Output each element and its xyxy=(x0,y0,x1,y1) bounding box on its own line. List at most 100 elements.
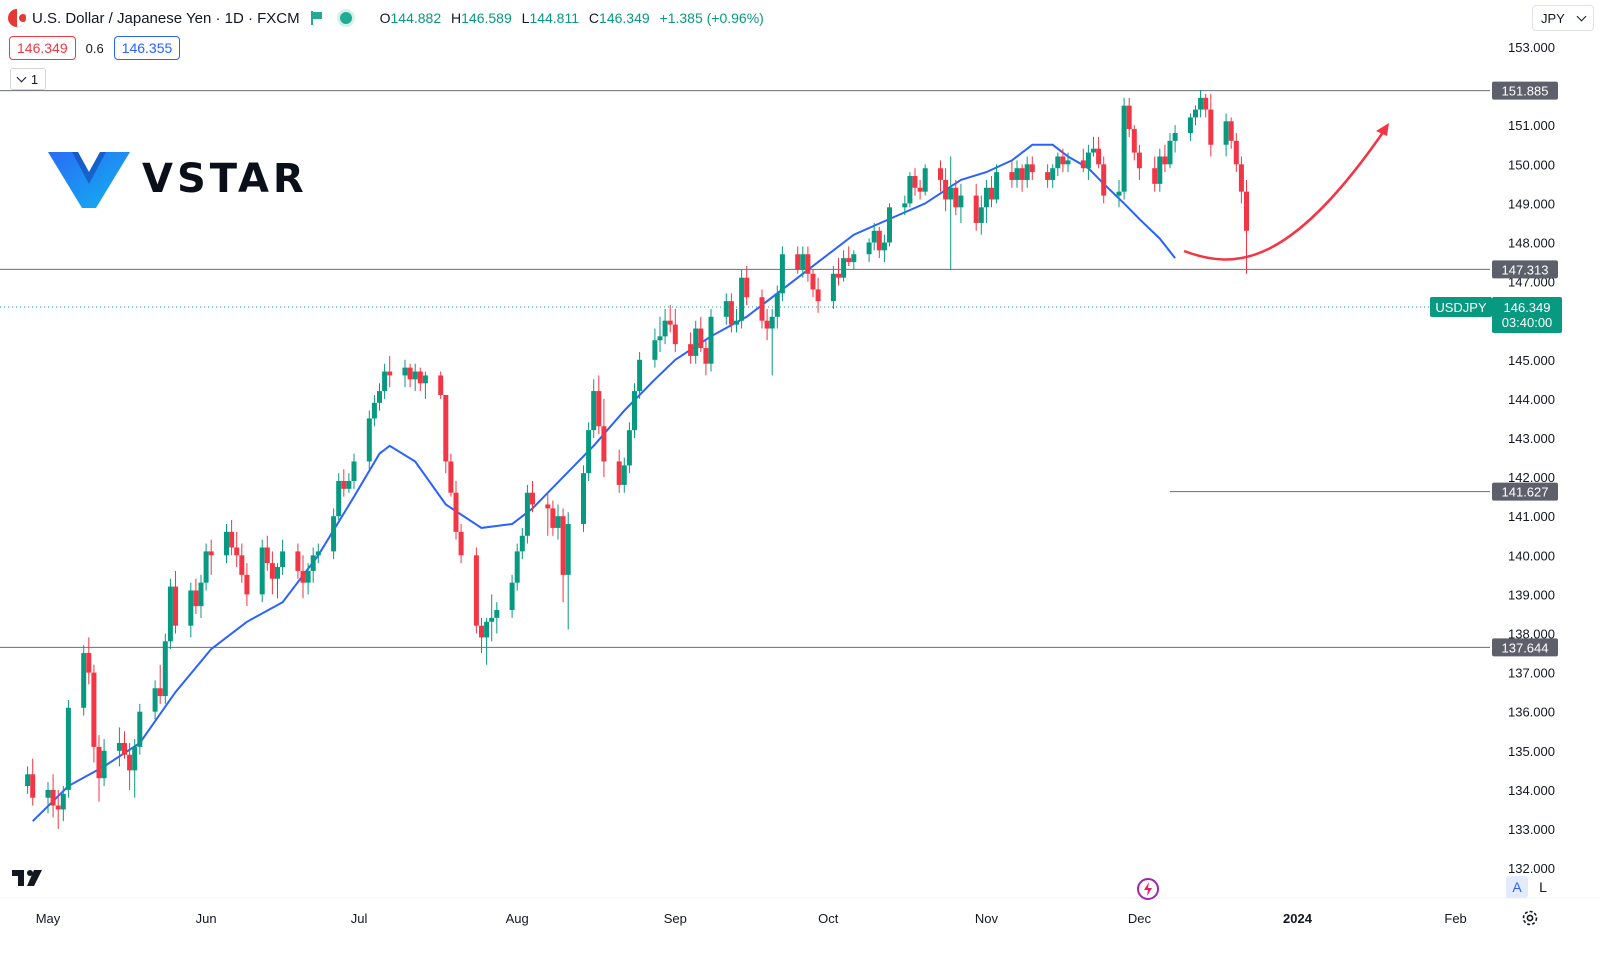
candle-body xyxy=(157,688,163,697)
candle xyxy=(922,164,928,196)
lightning-icon[interactable] xyxy=(1136,877,1160,901)
candle-body xyxy=(473,555,479,626)
currency-select[interactable]: JPY xyxy=(1532,5,1594,31)
candle xyxy=(1228,117,1234,149)
candle-body xyxy=(667,320,673,325)
candle-body xyxy=(774,293,780,317)
candle xyxy=(341,469,347,497)
candle-body xyxy=(769,316,775,329)
candle xyxy=(162,633,168,704)
candle xyxy=(581,465,586,532)
candle-body xyxy=(305,570,311,583)
y-tick-label: 150.000 xyxy=(1508,157,1555,172)
gear-icon[interactable] xyxy=(1521,909,1539,927)
candle xyxy=(881,234,887,263)
candle xyxy=(479,617,484,654)
candle-body xyxy=(1203,97,1209,110)
candle xyxy=(122,731,127,759)
candle xyxy=(1126,97,1132,137)
candle xyxy=(948,156,954,270)
candle xyxy=(876,226,882,259)
y-axis: 153.000152.000151.000150.000149.000148.0… xyxy=(1508,40,1555,876)
buy-button[interactable]: 146.355 xyxy=(113,36,181,60)
y-tick-label: 153.000 xyxy=(1508,40,1555,55)
candle-body xyxy=(239,555,245,575)
candle xyxy=(1244,179,1249,274)
candle xyxy=(1091,136,1096,157)
candle-body xyxy=(438,375,444,395)
y-tick-label: 132.000 xyxy=(1508,861,1555,876)
candle-body xyxy=(1060,156,1066,165)
candle xyxy=(836,258,841,286)
candle xyxy=(616,449,622,493)
candle xyxy=(346,473,352,493)
candle xyxy=(983,179,989,223)
candle-body xyxy=(739,277,745,321)
market-open-flag-icon xyxy=(310,11,322,25)
candle-body xyxy=(101,750,107,779)
candle xyxy=(407,363,413,388)
candle-body xyxy=(902,203,908,208)
candle-body xyxy=(315,551,321,556)
candle-body xyxy=(1065,160,1071,165)
candle-body xyxy=(810,273,816,290)
candle xyxy=(973,183,979,231)
candle xyxy=(866,238,872,263)
candle xyxy=(275,563,280,599)
candle-body xyxy=(152,688,158,712)
candle xyxy=(626,422,632,474)
candle xyxy=(1238,156,1244,204)
candle xyxy=(208,539,214,575)
candle xyxy=(652,328,658,368)
candle xyxy=(907,172,913,208)
interval-toggle[interactable]: 1 xyxy=(10,68,46,90)
candle-body xyxy=(530,492,535,505)
candle xyxy=(1080,148,1086,173)
symbol-title[interactable]: U.S. Dollar / Japanese Yen · 1D · FXCM xyxy=(32,9,300,27)
candle-body xyxy=(596,391,602,427)
candle xyxy=(1101,156,1107,204)
candle xyxy=(994,164,1000,204)
candle xyxy=(101,739,107,786)
candle-body xyxy=(841,258,847,278)
candle xyxy=(728,293,734,333)
candle-body xyxy=(116,742,122,751)
candle xyxy=(1116,179,1122,208)
tradingview-logo-icon[interactable] xyxy=(12,868,48,888)
candle-body xyxy=(958,195,964,208)
candle xyxy=(239,543,245,583)
log-scale-button[interactable]: L xyxy=(1539,879,1547,895)
candle xyxy=(264,535,270,571)
candle-body xyxy=(887,207,892,243)
candle xyxy=(473,547,479,634)
candle xyxy=(739,269,745,329)
candle xyxy=(1162,144,1168,173)
candle-body xyxy=(1101,164,1107,196)
candle-body xyxy=(453,492,459,532)
candle-body xyxy=(351,461,357,482)
candle-body xyxy=(1244,191,1249,231)
candle xyxy=(1045,164,1051,188)
candle xyxy=(336,473,342,521)
candle-body xyxy=(193,590,199,607)
auto-scale-button[interactable]: A xyxy=(1506,876,1528,898)
sell-button[interactable]: 146.349 xyxy=(9,36,76,60)
candle xyxy=(494,602,500,634)
spread-value: 0.6 xyxy=(85,40,104,56)
candle-body xyxy=(402,367,408,376)
candle-body xyxy=(922,168,928,192)
candle xyxy=(30,758,36,806)
candle xyxy=(96,735,102,802)
candle xyxy=(830,265,836,309)
candle xyxy=(1050,164,1056,188)
candle-body xyxy=(876,230,882,251)
candle xyxy=(550,500,556,536)
candle xyxy=(1157,148,1163,192)
candle xyxy=(132,739,138,798)
y-tick-label: 136.000 xyxy=(1508,705,1555,720)
candle-body xyxy=(581,473,586,525)
candle xyxy=(672,308,678,352)
candle-body xyxy=(973,195,979,223)
candle-body xyxy=(1085,152,1091,169)
